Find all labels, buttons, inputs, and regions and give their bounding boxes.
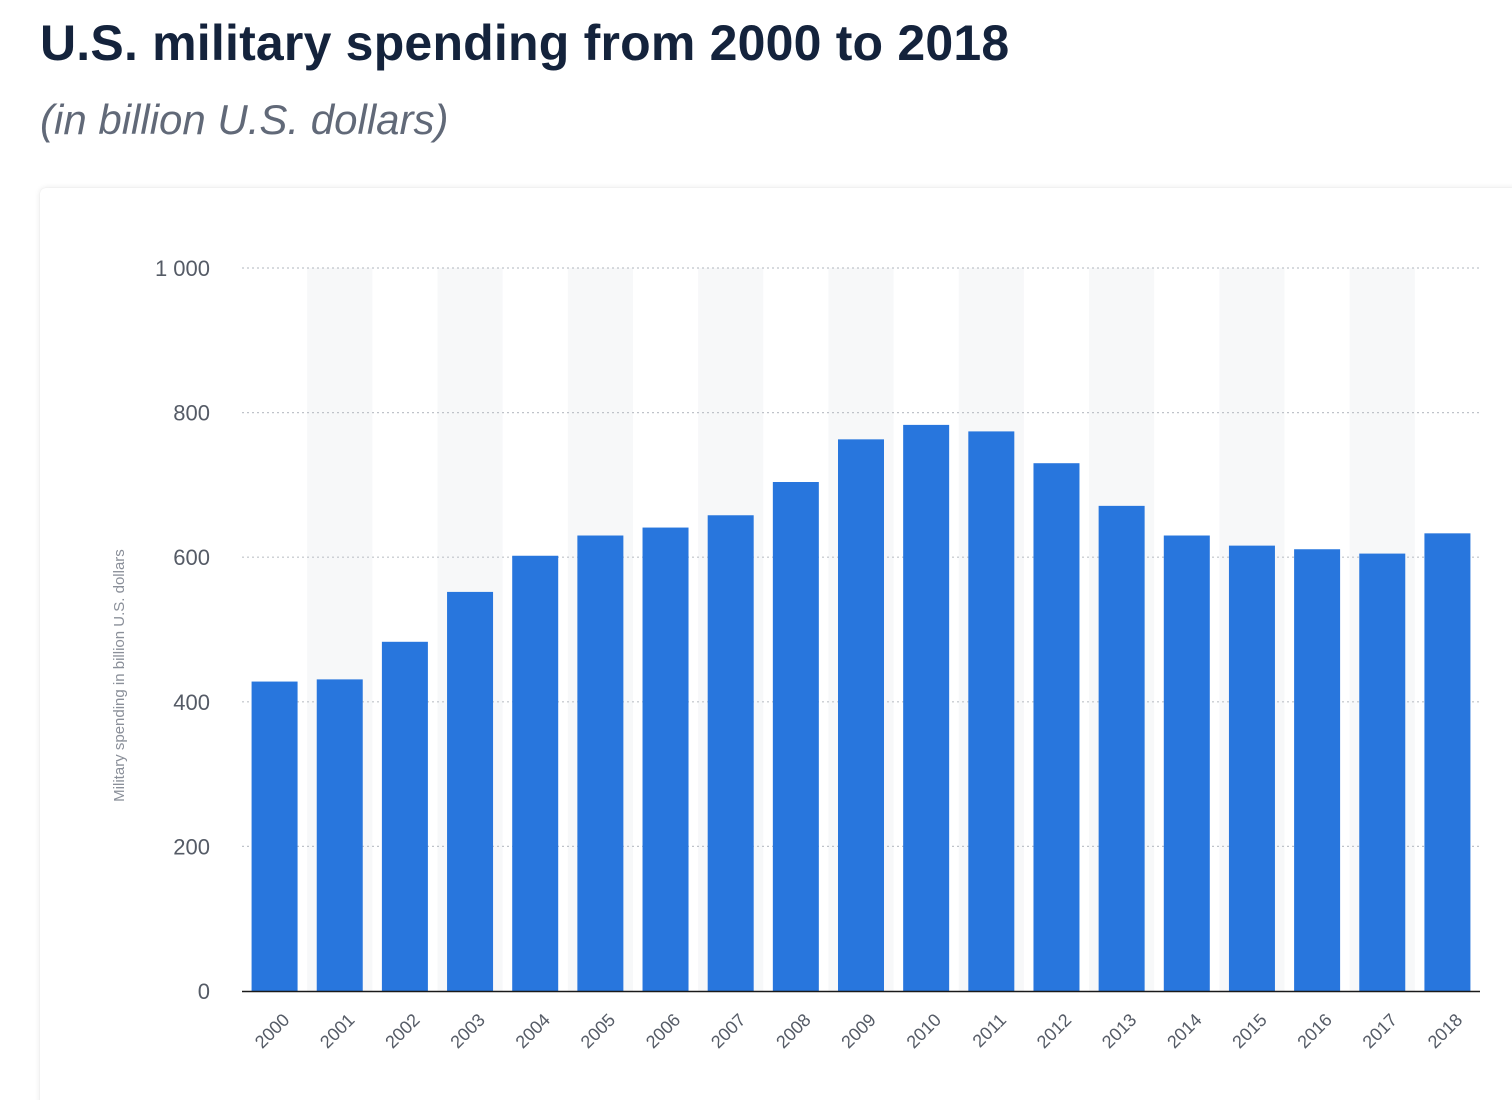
x-tick-label: 2018 xyxy=(1424,1010,1466,1052)
bar-2005[interactable] xyxy=(577,535,624,991)
chart-card: 0 200 400 600 800 1 000 2000 2001 2002 2003 2004 2… xyxy=(40,188,1512,1100)
bar-2017[interactable] xyxy=(1359,553,1406,991)
bar-2006[interactable] xyxy=(642,527,689,991)
x-tick-label: 2001 xyxy=(316,1010,358,1052)
bar-2018[interactable] xyxy=(1424,533,1471,991)
bar-2001[interactable] xyxy=(316,679,363,991)
bar-2014[interactable] xyxy=(1163,535,1210,991)
bar-2010[interactable] xyxy=(903,424,950,991)
x-tick-label: 2009 xyxy=(837,1010,879,1052)
bar-2000[interactable] xyxy=(251,681,298,991)
bar-2016[interactable] xyxy=(1294,549,1341,991)
y-ticks-layer: 0 200 400 600 800 1 000 xyxy=(155,256,210,1004)
x-tick-label: 2005 xyxy=(577,1010,619,1052)
x-tick-label: 2004 xyxy=(512,1010,554,1052)
x-tick-label: 2006 xyxy=(642,1010,684,1052)
bar-2015[interactable] xyxy=(1228,545,1275,991)
x-tick-label: 2000 xyxy=(251,1010,293,1052)
bar-2004[interactable] xyxy=(512,555,559,991)
y-tick-label: 0 xyxy=(198,979,210,1004)
chart-title: U.S. military spending from 2000 to 2018 xyxy=(40,15,1010,71)
bar-2002[interactable] xyxy=(381,641,428,991)
x-tick-label: 2008 xyxy=(772,1010,814,1052)
x-tick-label: 2012 xyxy=(1033,1010,1075,1052)
x-tick-label: 2002 xyxy=(381,1010,423,1052)
bar-2008[interactable] xyxy=(772,482,819,991)
y-tick-label: 600 xyxy=(173,545,210,570)
bar-2011[interactable] xyxy=(968,431,1015,991)
bar-2013[interactable] xyxy=(1098,505,1145,991)
x-tick-label: 2007 xyxy=(707,1010,749,1052)
bar-2007[interactable] xyxy=(707,515,754,991)
x-tick-label: 2016 xyxy=(1293,1010,1335,1052)
y-axis-label: Military spending in billion U.S. dollar… xyxy=(111,549,128,802)
x-ticks-layer: 2000 2001 2002 2003 2004 2005 2006 2007 2008 2009… xyxy=(251,1010,1466,1052)
x-tick-label: 2010 xyxy=(903,1010,945,1052)
x-tick-label: 2013 xyxy=(1098,1010,1140,1052)
bars-layer xyxy=(251,424,1471,992)
x-tick-label: 2014 xyxy=(1163,1010,1205,1052)
bar-2009[interactable] xyxy=(838,439,884,991)
y-tick-label: 1 000 xyxy=(155,256,210,281)
x-tick-label: 2015 xyxy=(1228,1010,1270,1052)
bar-2003[interactable] xyxy=(447,591,494,991)
chart-subtitle: (in billion U.S. dollars) xyxy=(40,96,449,143)
y-tick-label: 200 xyxy=(173,834,210,859)
x-tick-label: 2011 xyxy=(969,1010,1011,1052)
y-tick-label: 800 xyxy=(173,401,210,426)
bar-2012[interactable] xyxy=(1033,463,1080,992)
y-tick-label: 400 xyxy=(173,690,210,715)
x-tick-label: 2003 xyxy=(446,1010,488,1052)
x-tick-label: 2017 xyxy=(1359,1010,1401,1052)
